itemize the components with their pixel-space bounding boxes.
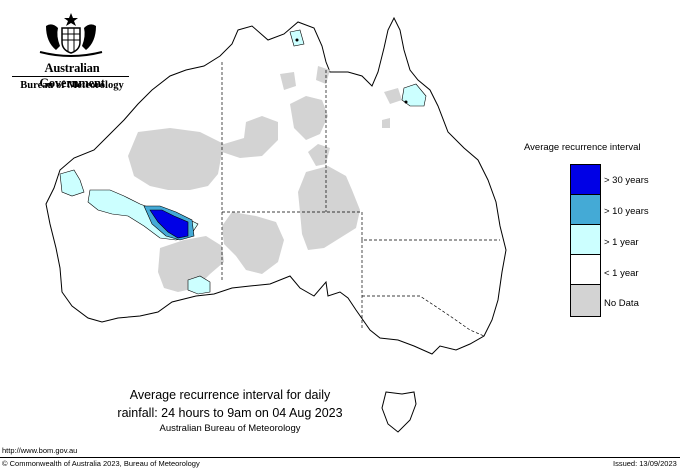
marker-darwin <box>295 38 299 42</box>
legend-label-10: > 10 years <box>604 206 649 217</box>
legend-swatch-1 <box>571 225 600 255</box>
legend-swatch-10 <box>571 195 600 225</box>
footer-divider <box>0 457 680 458</box>
legend-label-no-data: No Data <box>604 298 639 309</box>
mainland-outline <box>45 16 507 355</box>
map-caption-line2: rainfall: 24 hours to 9am on 04 Aug 2023 <box>117 406 343 420</box>
coat-of-arms-icon <box>39 13 103 57</box>
state-borders <box>221 62 500 337</box>
no-data-regions <box>128 66 402 292</box>
legend-swatch-no-data <box>571 285 600 316</box>
footer-issued-date: Issued: 13/09/2023 <box>613 459 677 468</box>
legend-swatches <box>570 164 601 317</box>
legend-swatch-less-1 <box>571 255 600 285</box>
footer-copyright: © Commonwealth of Australia 2023, Bureau… <box>2 459 200 468</box>
government-title: Australian Government <box>39 61 105 90</box>
header-divider <box>12 76 129 77</box>
legend-label-less-1: < 1 year <box>604 268 639 279</box>
legend-label-1: > 1 year <box>604 237 639 248</box>
bureau-title: Bureau of Meteorology <box>20 80 124 91</box>
over-30-years-region <box>149 209 189 239</box>
marker-cairns <box>404 100 408 104</box>
footer-url[interactable]: http://www.bom.gov.au <box>2 446 78 455</box>
map-caption-line1: Average recurrence interval for daily <box>129 388 331 402</box>
legend-swatch-30 <box>571 165 600 195</box>
legend-label-30: > 30 years <box>604 175 649 186</box>
legend-title: Average recurrence interval <box>524 142 641 153</box>
tasmania-outline <box>381 391 417 433</box>
map-caption-source: Australian Bureau of Meteorology <box>159 423 301 434</box>
